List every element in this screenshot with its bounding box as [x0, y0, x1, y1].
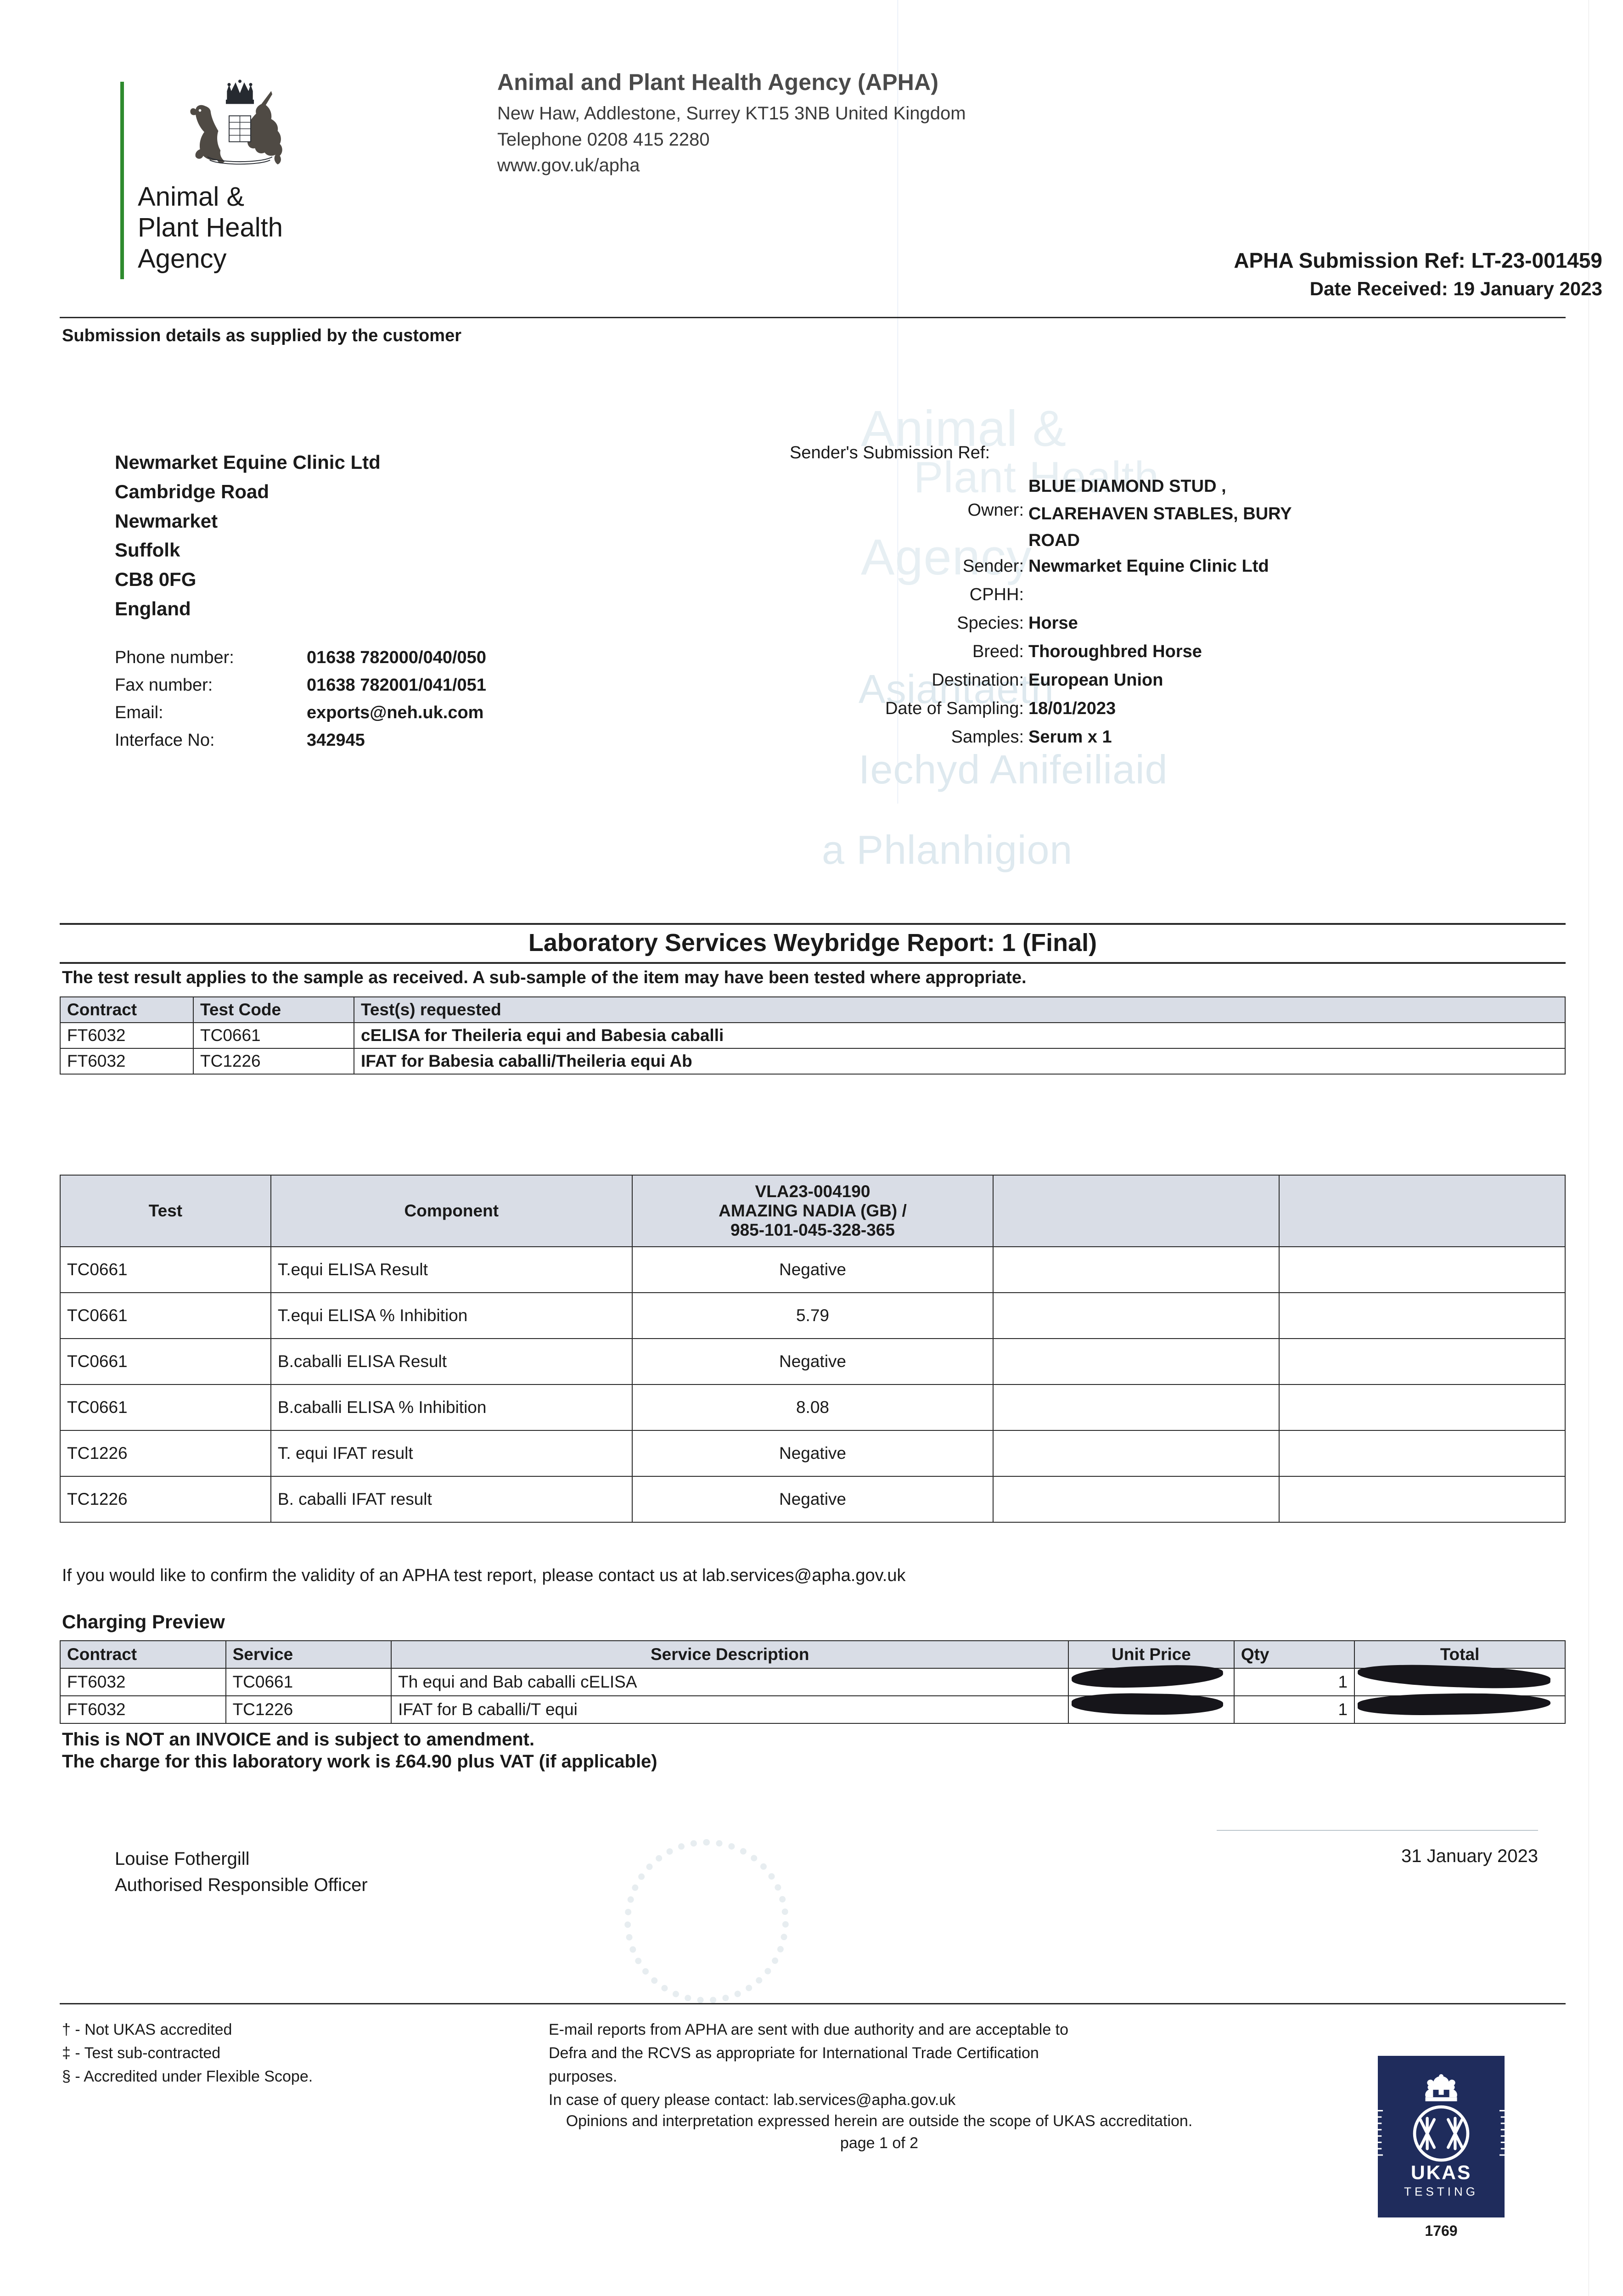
svg-text:UKAS: UKAS — [1411, 2161, 1471, 2183]
svg-text:TESTING: TESTING — [1404, 2184, 1478, 2198]
